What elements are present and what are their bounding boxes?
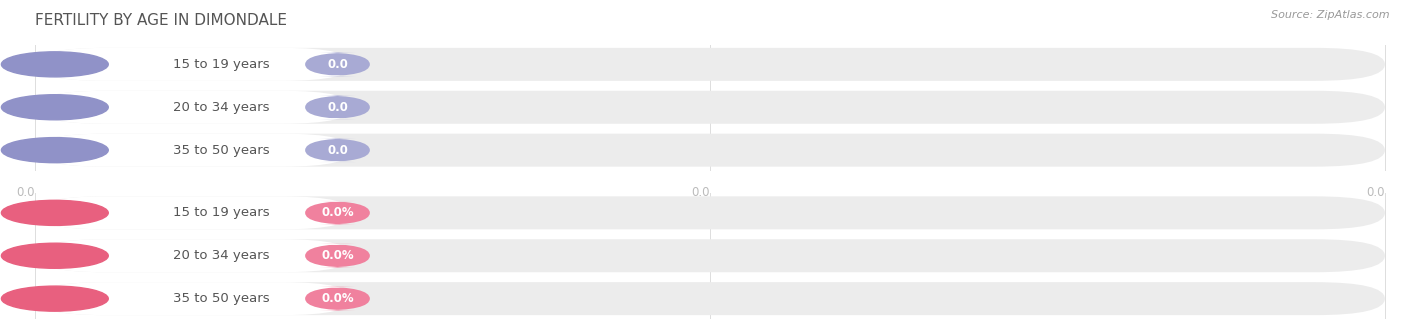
- FancyBboxPatch shape: [305, 138, 370, 162]
- Text: 35 to 50 years: 35 to 50 years: [173, 144, 270, 157]
- FancyBboxPatch shape: [35, 239, 353, 272]
- FancyBboxPatch shape: [305, 244, 370, 268]
- FancyBboxPatch shape: [35, 134, 353, 167]
- FancyBboxPatch shape: [35, 91, 1385, 124]
- Text: 35 to 50 years: 35 to 50 years: [173, 292, 270, 305]
- Text: 15 to 19 years: 15 to 19 years: [173, 58, 270, 71]
- Text: 20 to 34 years: 20 to 34 years: [173, 249, 270, 262]
- Circle shape: [1, 95, 108, 120]
- Text: 20 to 34 years: 20 to 34 years: [173, 101, 270, 114]
- Text: 0.0: 0.0: [328, 101, 347, 114]
- Text: 0.0: 0.0: [328, 144, 347, 157]
- FancyBboxPatch shape: [35, 282, 353, 315]
- Text: 0.0%: 0.0%: [321, 292, 354, 305]
- Text: FERTILITY BY AGE IN DIMONDALE: FERTILITY BY AGE IN DIMONDALE: [35, 13, 287, 28]
- Text: 0.0: 0.0: [328, 58, 347, 71]
- Text: Source: ZipAtlas.com: Source: ZipAtlas.com: [1271, 10, 1389, 20]
- Text: 0.0%: 0.0%: [321, 206, 354, 219]
- FancyBboxPatch shape: [305, 52, 370, 76]
- Text: 0.0: 0.0: [1367, 186, 1385, 199]
- Text: 0.0%: 0.0%: [321, 249, 354, 262]
- FancyBboxPatch shape: [35, 196, 353, 229]
- Text: 0.0: 0.0: [692, 186, 710, 199]
- Text: 0.0: 0.0: [17, 186, 35, 199]
- FancyBboxPatch shape: [305, 201, 370, 225]
- Circle shape: [1, 243, 108, 268]
- FancyBboxPatch shape: [35, 282, 1385, 315]
- FancyBboxPatch shape: [35, 134, 1385, 167]
- FancyBboxPatch shape: [35, 48, 353, 81]
- Circle shape: [1, 52, 108, 77]
- Circle shape: [1, 200, 108, 225]
- FancyBboxPatch shape: [35, 239, 1385, 272]
- FancyBboxPatch shape: [35, 91, 353, 124]
- Circle shape: [1, 286, 108, 311]
- FancyBboxPatch shape: [305, 287, 370, 311]
- FancyBboxPatch shape: [35, 48, 1385, 81]
- Circle shape: [1, 138, 108, 163]
- FancyBboxPatch shape: [35, 196, 1385, 229]
- FancyBboxPatch shape: [305, 95, 370, 119]
- Text: 15 to 19 years: 15 to 19 years: [173, 206, 270, 219]
